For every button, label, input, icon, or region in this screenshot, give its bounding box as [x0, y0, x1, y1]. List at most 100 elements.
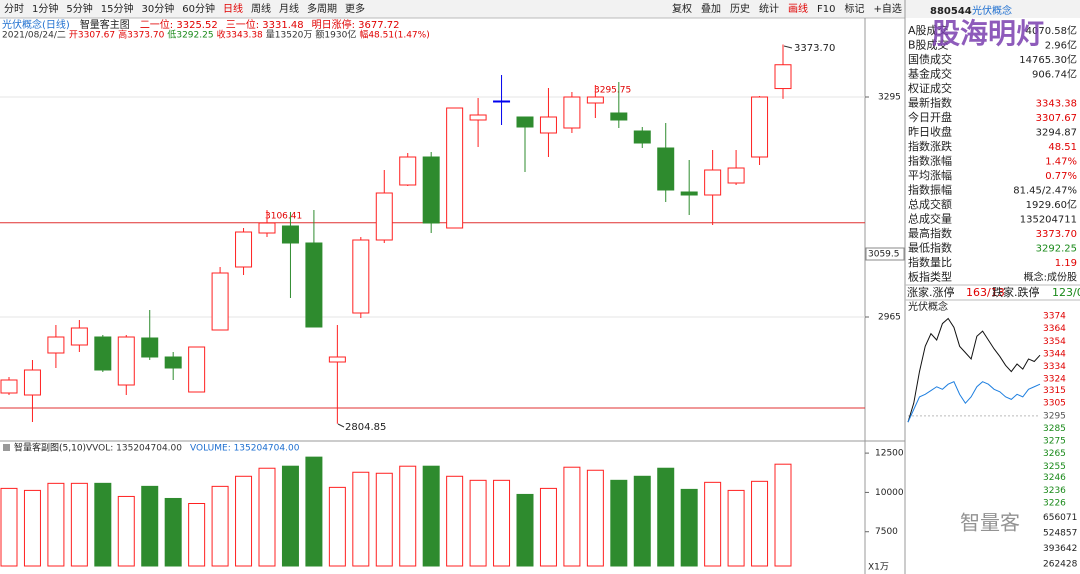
tool-button[interactable]: +自选	[873, 2, 901, 15]
tool-button[interactable]: 统计	[759, 2, 779, 15]
row-value: 3292.25	[1036, 244, 1077, 255]
candle-body	[727, 167, 745, 184]
tool-button[interactable]: 复权	[672, 2, 692, 15]
mini-y-tick: 3285	[1043, 424, 1066, 434]
annotation-pointer	[783, 45, 793, 49]
volume-bar	[399, 465, 417, 567]
annotation: 2804.85	[345, 422, 386, 433]
period-tab[interactable]: 月线	[279, 2, 299, 15]
row-value: 135204711	[1020, 215, 1077, 226]
row-value: 906.74亿	[1032, 68, 1077, 81]
volume-bar	[680, 488, 698, 567]
y-tick-label: 3295	[878, 93, 901, 103]
volume-bar	[657, 467, 675, 567]
mini-y-tick: 3344	[1043, 349, 1066, 359]
row-value: 1.19	[1055, 258, 1077, 269]
row-value: 3294.87	[1036, 128, 1077, 139]
row-value: 1.47%	[1045, 157, 1077, 168]
mini-y-tick: 3246	[1043, 473, 1066, 483]
row-label: 板指类型	[908, 270, 952, 284]
mini-y-tick: 3324	[1043, 375, 1066, 385]
candle-body	[141, 337, 159, 358]
annotation-pointer	[337, 423, 345, 428]
candle-body	[774, 64, 792, 90]
period-tab[interactable]: 30分钟	[141, 2, 174, 15]
volume-legend: VOLUME: 135204704.00	[190, 444, 300, 454]
watermark: 股海明灯	[932, 17, 1044, 50]
breadth: 123/0	[1052, 286, 1080, 299]
period-tab[interactable]: 5分钟	[66, 2, 92, 15]
volume-bar	[352, 471, 370, 567]
row-value: 81.45/2.47%	[1013, 186, 1077, 197]
mini-y-tick: 3275	[1043, 437, 1066, 447]
period-tab[interactable]: 多周期	[307, 2, 337, 15]
row-value: 概念:成份股	[1024, 271, 1077, 284]
volume-bar	[751, 480, 769, 567]
candle-body	[305, 242, 323, 328]
tool-button[interactable]: F10	[817, 4, 835, 15]
period-tab[interactable]: 周线	[251, 2, 271, 15]
row-label: 指数振幅	[908, 183, 952, 197]
candle-body	[23, 369, 41, 396]
volume-bar	[633, 475, 651, 567]
candle-body	[375, 192, 393, 241]
mini-y-tick: 3265	[1043, 449, 1066, 459]
mini-y-tick: 3334	[1043, 362, 1066, 372]
period-tab[interactable]: 日线	[223, 2, 243, 15]
mini-line	[907, 317, 1041, 423]
row-label: 总成交额	[908, 197, 952, 211]
breadth: 跌家.跌停	[992, 285, 1040, 299]
period-tab[interactable]: 1分钟	[32, 2, 58, 15]
row-label: 指数涨跌	[908, 139, 952, 153]
period-tab[interactable]: 15分钟	[101, 2, 134, 15]
candle-body	[352, 239, 370, 314]
row-value: 48.51	[1048, 142, 1077, 153]
row-label: 基金成交	[908, 67, 952, 81]
tool-button[interactable]: 叠加	[701, 3, 721, 15]
quote-item: 低3292.25	[167, 29, 213, 41]
tool-button[interactable]: 标记	[844, 3, 864, 15]
mini-y-tick: 3315	[1043, 386, 1066, 396]
volume-icon	[3, 444, 10, 451]
row-label: 最新指数	[908, 96, 952, 110]
volume-bar	[47, 482, 65, 567]
tool-button[interactable]: 历史	[730, 3, 750, 15]
y-tick-label: 12500	[875, 449, 904, 459]
breadth: 涨家.涨停	[907, 285, 955, 299]
volume-title: 智量客副图(5,10)	[14, 442, 86, 454]
period-tab[interactable]: 分时	[4, 3, 24, 15]
volume-bar	[94, 482, 112, 567]
row-value: 2.96亿	[1045, 39, 1077, 52]
y-tick-label: 2965	[878, 313, 901, 323]
volume-bar	[211, 485, 229, 567]
candle-body	[469, 114, 487, 121]
period-tab[interactable]: 60分钟	[182, 2, 215, 15]
candle-body	[164, 356, 182, 369]
price-marker	[865, 247, 905, 261]
volume-bar	[258, 467, 276, 567]
volume-bar	[774, 463, 792, 567]
tool-button[interactable]: 画线	[788, 2, 808, 15]
volume-bar	[70, 482, 88, 567]
mini-y-tick: 3226	[1043, 499, 1066, 509]
annotation: 3373.70	[794, 43, 835, 54]
period-tab[interactable]: 更多	[345, 2, 365, 15]
row-label: 总成交量	[908, 212, 952, 226]
candle-body	[399, 156, 417, 186]
candle-body	[117, 336, 135, 386]
brand: 智量客	[960, 511, 1020, 535]
quote-item: 量13520万	[266, 30, 313, 41]
indicator-name: 智量客主图	[80, 18, 130, 31]
chart-name: 光伏概念(日线)	[2, 18, 70, 31]
candle-body	[94, 336, 112, 371]
y-tick-label: 7500	[875, 527, 898, 537]
volume-bar	[539, 487, 557, 567]
volume-bar	[23, 489, 41, 567]
row-label: B股成交	[908, 38, 949, 52]
volume-bar	[305, 456, 323, 567]
breadth: 163/13	[966, 286, 1005, 299]
row-label: A股成交	[908, 23, 949, 37]
mini-y-tick: 3374	[1043, 312, 1066, 322]
